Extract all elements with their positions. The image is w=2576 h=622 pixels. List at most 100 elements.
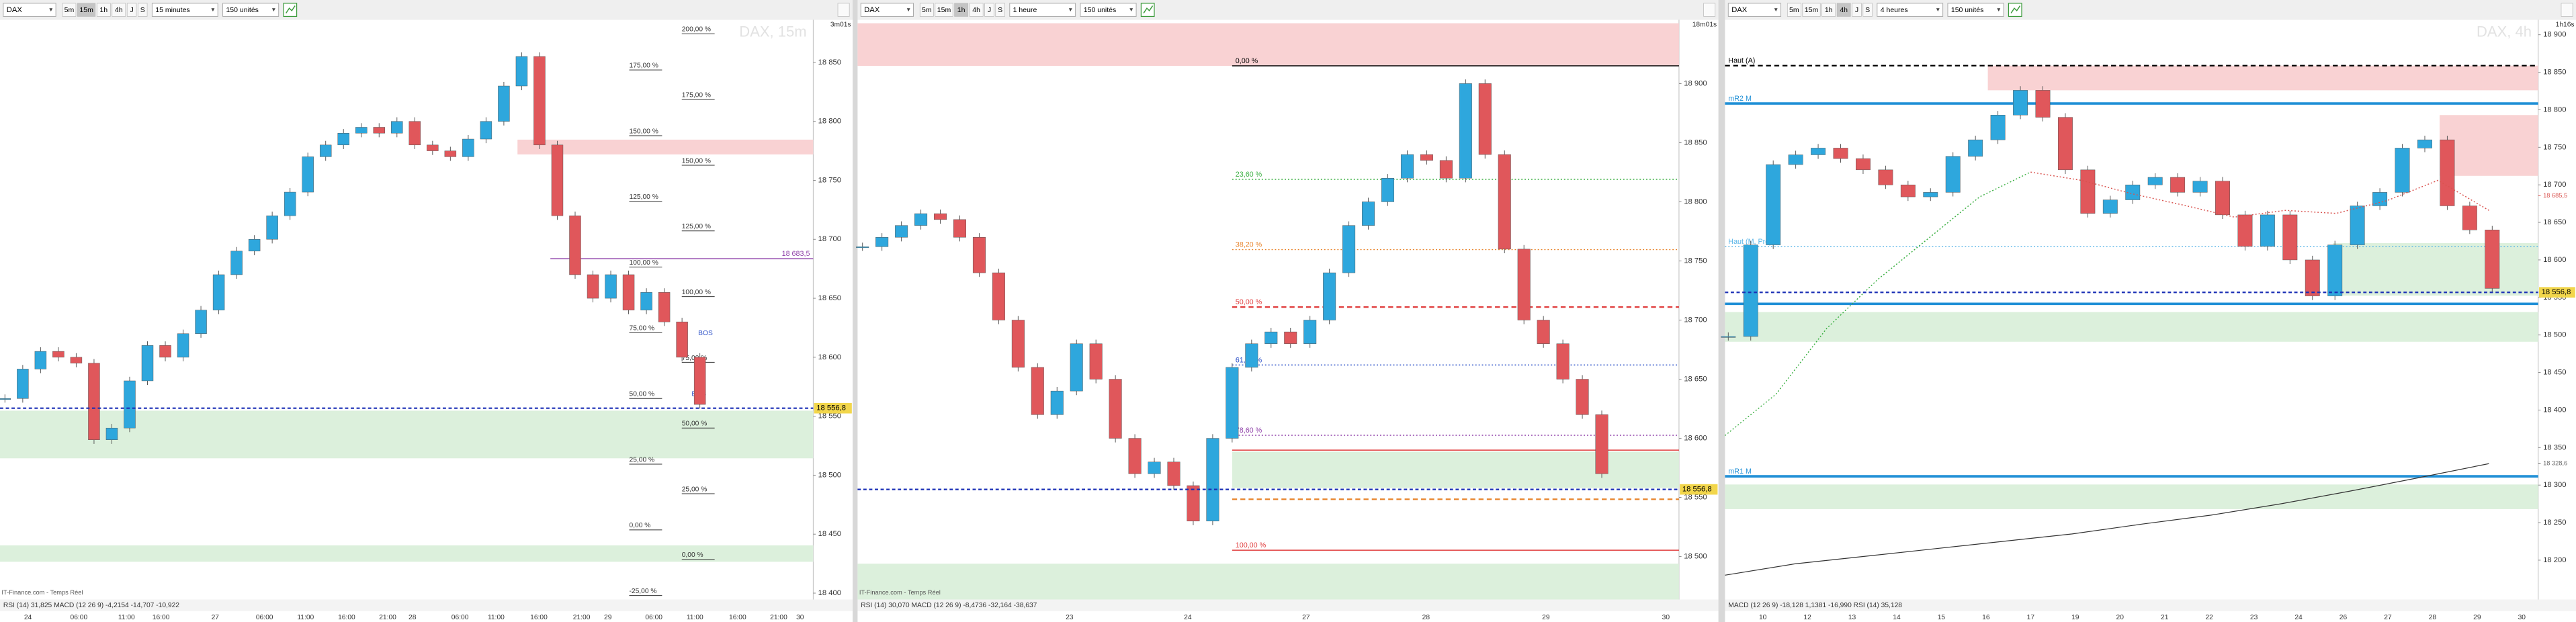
units-select[interactable] [222,3,280,17]
interval-button[interactable] [77,3,96,17]
y-tick-label: 18 450 [2543,369,2566,377]
y-tick-label: 18 750 [818,176,841,184]
x-tick-label: 21:00 [573,614,591,621]
fib-label: 75,00 % [629,325,654,332]
y-tick-label: 18 700 [2543,181,2566,189]
candle [1968,139,1983,157]
settings-button[interactable] [2561,3,2573,17]
interval-button[interactable] [96,3,111,17]
x-tick-label: 19 [2071,614,2079,621]
interval-button[interactable] [1821,3,1836,17]
interval-button[interactable] [126,3,137,17]
x-tick-label: 16 [1982,614,1990,621]
price-tag [814,402,852,414]
y-tick-label: 18 850 [818,58,841,66]
units-select[interactable] [1947,3,2004,17]
zone [0,410,814,459]
units-select[interactable] [1080,3,1137,17]
candle [1167,461,1180,486]
tool-icon[interactable] [2008,3,2022,17]
interval-button-label: 4h [972,6,980,14]
interval-button-label: S [140,6,145,14]
symbol-select[interactable] [3,3,56,17]
interval-button[interactable] [1836,3,1851,17]
y-tick-label: 18 700 [818,235,841,243]
indicator-strip [0,599,853,611]
y-tick-label: 18 800 [2543,105,2566,114]
y-tick-label: 18 800 [1684,197,1707,206]
level-label: Haut (M, Pré) [1728,238,1772,246]
y-tick-label: 18 400 [818,589,841,597]
candle [2440,139,2455,206]
candle [1420,154,1433,161]
interval-button[interactable] [954,3,969,17]
dropdown-caret [1129,8,1133,12]
timer: 18m01s [1692,21,1717,28]
y-tick-label: 18 650 [818,294,841,302]
candle [2035,90,2051,118]
fib-label: 200,00 % [682,26,711,34]
x-tick-label: 27 [212,614,220,621]
y-tick-label: 18 600 [818,353,841,361]
y-tick-label: 18 550 [818,412,841,420]
interval-button[interactable] [935,3,953,17]
candle [1109,379,1122,439]
candle [1303,320,1317,344]
chart-area [0,19,814,600]
candle [622,274,635,310]
tool-icon[interactable] [283,3,298,17]
interval-button-label: 5m [1789,6,1799,14]
interval-select[interactable] [151,3,218,17]
interval-button[interactable] [1787,3,1801,17]
interval-button-label: 15m [1805,6,1819,14]
candle [1556,343,1570,380]
interval-button[interactable] [112,3,126,17]
settings-button[interactable] [1703,3,1716,17]
interval-button[interactable] [138,3,148,17]
interval-button-label: S [998,6,1002,14]
interval-button[interactable] [995,3,1005,17]
candle [34,351,47,369]
interval-button-label: 1h [1825,6,1833,14]
interval-button[interactable] [1852,3,1862,17]
x-tick-label: 16:00 [153,614,170,621]
y-tick-label: 18 800 [818,118,841,126]
candle [1788,154,1803,165]
x-tick-label: 27 [2384,614,2392,621]
fib-label: 150,00 % [682,157,711,165]
interval-button[interactable] [62,3,77,17]
interval-button[interactable] [919,3,934,17]
interval-button[interactable] [984,3,994,17]
candle [1206,438,1219,522]
settings-button[interactable] [837,3,850,17]
price-axis [1678,19,1719,600]
price-tag-label: 18 556,8 [1682,486,1712,494]
fib-label: 175,00 % [629,62,658,70]
interval-button-label: 5m [65,6,75,14]
candle [533,56,546,146]
candle [1323,272,1336,320]
symbol-select[interactable] [860,3,914,17]
candle [2372,192,2388,206]
level-label: Haut (A) [1728,57,1755,65]
tool-icon[interactable] [1140,3,1155,17]
chart-area [857,19,1679,600]
interval-button[interactable] [969,3,984,17]
level-label: 50,00 % [1236,298,1262,306]
x-tick-label: 27 [1302,614,1310,621]
candle [1439,160,1453,179]
date-axis [857,611,1719,622]
moving-average [1725,463,2489,576]
interval-select[interactable] [1009,3,1076,17]
candle [1811,148,1826,155]
symbol-select[interactable] [1727,3,1782,17]
y-tick-label: 18 350 [2543,443,2566,451]
interval-button[interactable] [1802,3,1821,17]
interval-button[interactable] [1862,3,1873,17]
dropdown-caret [211,8,215,12]
interval-select[interactable] [1877,3,1944,17]
x-tick-label: 28 [409,614,417,621]
tool-icon-glyph [2010,5,2021,13]
candle [2327,245,2343,296]
